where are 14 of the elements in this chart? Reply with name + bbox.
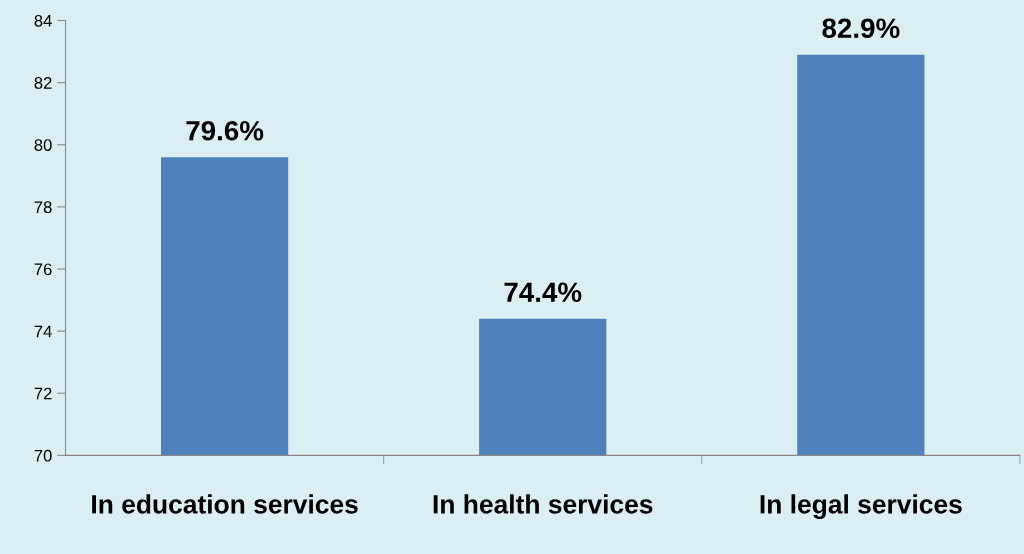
data-label: 79.6% <box>186 120 264 141</box>
y-tick-label: 70 <box>34 449 52 462</box>
y-tick-label: 78 <box>34 201 52 214</box>
y-tick-label: 76 <box>34 263 52 276</box>
y-tick-label: 80 <box>34 139 52 151</box>
x-tick-label: In legal services <box>760 494 962 519</box>
x-tick-label: In education services <box>92 494 358 514</box>
data-label: 74.4% <box>504 282 582 303</box>
y-tick-label: 72 <box>34 387 52 400</box>
y-tick-label: 74 <box>34 325 52 338</box>
y-tick-label: 84 <box>34 14 52 27</box>
x-tick-label: In health services <box>433 494 653 514</box>
data-label: 82.9% <box>822 18 900 39</box>
y-tick-label: 82 <box>34 77 52 89</box>
